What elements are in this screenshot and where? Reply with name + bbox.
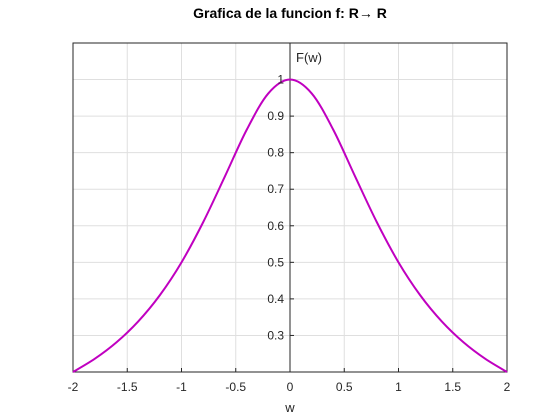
y-tick-label: 1 xyxy=(277,73,284,87)
y-tick-label: 0.6 xyxy=(267,219,284,233)
y-tick-label: 0.4 xyxy=(267,292,284,306)
series-line xyxy=(72,78,508,373)
x-tick-label: -2 xyxy=(68,380,79,394)
x-tick-label: 1 xyxy=(395,380,402,394)
x-tick-label: -1.5 xyxy=(117,380,138,394)
y-tick-labels: 0.3 0.4 0.5 0.6 0.7 0.8 0.9 1 xyxy=(267,73,284,343)
x-tick-label: -1 xyxy=(176,380,187,394)
y-tick-label: 0.8 xyxy=(267,146,284,160)
chart-title: Grafica de la funcion f: R→ R xyxy=(193,5,387,21)
x-axis-label: w xyxy=(284,400,295,415)
y-tick-label: 0.3 xyxy=(267,328,284,342)
y-axis-label: F(w) xyxy=(296,50,322,65)
x-tick-label: 0 xyxy=(287,380,294,394)
x-tick-labels: -2 -1.5 -1 -0.5 0 0.5 1 1.5 2 xyxy=(68,380,511,394)
y-tick-label: 0.9 xyxy=(267,109,284,123)
x-tick-label: 2 xyxy=(504,380,511,394)
y-tick-label: 0.7 xyxy=(267,182,284,196)
x-tick-label: 0.5 xyxy=(336,380,353,394)
series-layer xyxy=(72,78,508,373)
x-tick-label: -0.5 xyxy=(225,380,246,394)
y-tick-label: 0.5 xyxy=(267,255,284,269)
x-tick-label: 1.5 xyxy=(444,380,461,394)
